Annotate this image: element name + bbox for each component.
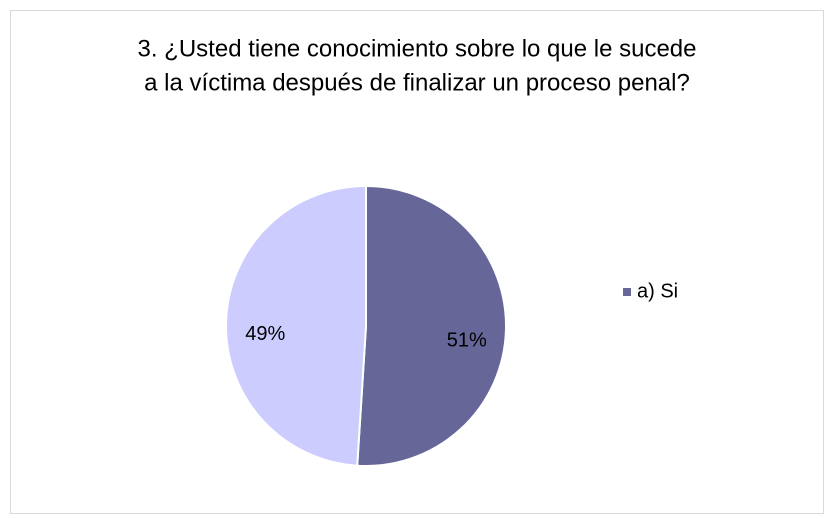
- pie-slice: [356, 184, 507, 467]
- legend-label: a) Si: [637, 280, 678, 302]
- pie-slice: [225, 184, 367, 467]
- legend-marker: [623, 288, 631, 296]
- chart-title: a la víctima después de finalizar un pro…: [144, 69, 690, 96]
- chart-title: 3. ¿Usted tiene conocimiento sobre lo qu…: [138, 35, 697, 62]
- data-label: 51%: [447, 329, 487, 351]
- data-label: 49%: [245, 323, 285, 345]
